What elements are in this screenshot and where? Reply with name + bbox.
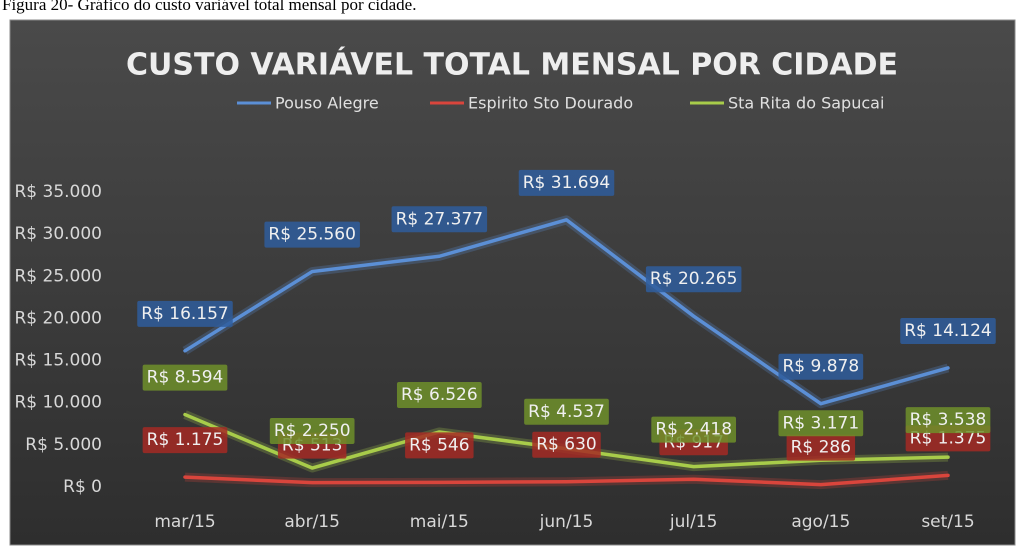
data-label: R$ 2.250: [274, 421, 351, 441]
data-label-bg: [524, 398, 609, 425]
series-line: [183, 473, 950, 487]
data-label: R$ 20.265: [650, 269, 738, 289]
y-tick-label: R$ 35.000: [14, 182, 102, 202]
data-label-bg: [518, 169, 615, 196]
data-label-bg: [651, 416, 737, 443]
data-label-bg: [391, 206, 488, 233]
data-label: R$ 31.694: [523, 173, 611, 193]
data-label-group: R$ 8.594: [142, 364, 228, 391]
data-label-bg: [264, 221, 360, 248]
data-label-group: R$ 4.537: [524, 398, 609, 425]
data-label: R$ 27.377: [396, 209, 484, 229]
data-label-group: R$ 3.538: [905, 407, 991, 434]
legend-label: Espirito Sto Dourado: [468, 94, 633, 113]
y-tick-label: R$ 15.000: [14, 351, 102, 371]
data-label: R$ 546: [409, 435, 469, 455]
data-label-group: R$ 286: [786, 434, 856, 461]
x-tick-label: mar/15: [154, 512, 215, 532]
data-label-bg: [900, 317, 996, 344]
data-label-bg: [905, 407, 991, 434]
x-tick-label: abr/15: [284, 512, 340, 532]
data-label: R$ 4.537: [528, 402, 605, 422]
legend-label: Pouso Alegre: [275, 94, 379, 113]
data-label-bg: [137, 300, 233, 327]
data-label-group: R$ 6.526: [396, 381, 482, 408]
data-label-bg: [645, 266, 742, 293]
data-label-group: R$ 27.377: [391, 206, 488, 233]
data-label-bg: [396, 381, 482, 408]
data-label-group: R$ 630: [532, 431, 601, 458]
data-label: R$ 1.175: [147, 430, 224, 450]
data-label: R$ 14.124: [904, 321, 992, 341]
data-label-group: R$ 1.175: [142, 427, 228, 454]
x-tick-label: jun/15: [539, 512, 594, 532]
data-label-bg: [532, 431, 601, 458]
data-label: R$ 3.538: [910, 410, 987, 430]
data-label: R$ 25.560: [268, 225, 356, 245]
data-label: R$ 630: [536, 435, 596, 455]
data-label-group: R$ 546: [405, 432, 474, 459]
chart-title: CUSTO VARIÁVEL TOTAL MENSAL POR CIDADE: [126, 47, 898, 83]
y-tick-label: R$ 30.000: [14, 224, 102, 244]
data-label-bg: [786, 434, 856, 461]
data-label: R$ 3.171: [782, 413, 859, 433]
data-label-bg: [405, 432, 474, 459]
data-label-bg: [778, 353, 864, 380]
data-label-group: R$ 14.124: [900, 317, 996, 344]
data-label-group: R$ 3.171: [778, 410, 864, 437]
x-tick-label: mai/15: [410, 512, 469, 532]
data-label: R$ 2.418: [655, 420, 732, 440]
y-tick-label: R$ 20.000: [14, 308, 102, 328]
data-label-bg: [269, 418, 355, 445]
legend-label: Sta Rita do Sapucai: [728, 94, 884, 113]
x-tick-label: set/15: [921, 512, 974, 532]
data-label-group: R$ 9.878: [778, 353, 864, 380]
data-label: R$ 286: [791, 438, 851, 458]
data-label: R$ 16.157: [141, 304, 229, 324]
data-label: R$ 8.594: [147, 368, 224, 388]
data-label-group: R$ 2.418: [651, 416, 737, 443]
x-tick-label: ago/15: [791, 512, 850, 532]
caption: Figura 20- Gráfico do custo variável tot…: [2, 0, 416, 14]
y-tick-label: R$ 5.000: [25, 435, 102, 455]
data-label: R$ 6.526: [401, 385, 478, 405]
data-label: R$ 9.878: [782, 357, 859, 377]
x-tick-label: jul/15: [669, 512, 718, 532]
data-label-group: R$ 20.265: [645, 266, 742, 293]
data-label-group: R$ 2.250: [269, 418, 355, 445]
legend: Pouso Alegre Espirito Sto Dourado Sta Rita…: [237, 94, 884, 113]
y-tick-label: R$ 10.000: [14, 393, 102, 413]
y-tick-label: R$ 25.000: [14, 266, 102, 286]
data-label-bg: [778, 410, 864, 437]
data-label-group: R$ 25.560: [264, 221, 360, 248]
data-label-bg: [142, 427, 228, 454]
data-label-group: R$ 16.157: [137, 300, 233, 327]
data-label-bg: [142, 364, 228, 391]
y-tick-label: R$ 0: [63, 477, 102, 497]
data-label-group: R$ 31.694: [518, 169, 615, 196]
data-label: R$ 1.375: [910, 428, 987, 448]
series-line: [183, 218, 950, 406]
